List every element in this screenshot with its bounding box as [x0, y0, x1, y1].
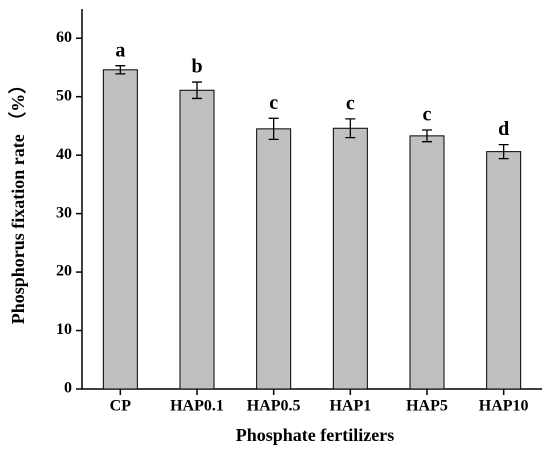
bar [409, 135, 445, 390]
significance-letter: a [115, 39, 125, 61]
x-tick-label: HAP0.1 [170, 398, 224, 415]
y-tick-label: 40 [56, 146, 72, 163]
x-tick-label: HAP1 [329, 398, 371, 415]
significance-letter: d [498, 118, 509, 140]
error-bar [268, 117, 279, 141]
error-bar [422, 129, 432, 143]
error-bar [115, 65, 126, 75]
bar [179, 89, 215, 390]
bar [256, 128, 292, 390]
y-tick-label: 0 [64, 380, 72, 397]
bar [332, 127, 368, 390]
y-tick-label: 60 [56, 29, 72, 46]
error-bar [345, 118, 356, 139]
y-tick-label: 10 [56, 321, 72, 338]
x-tick-label: HAP5 [406, 398, 448, 415]
significance-letter: b [191, 56, 202, 78]
x-axis-title: Phosphate fertilizers [236, 425, 394, 445]
y-tick-label: 50 [56, 87, 72, 104]
error-bar [498, 143, 509, 160]
significance-letter: c [423, 104, 432, 126]
significance-letter: c [346, 93, 355, 115]
y-tick-label: 30 [56, 204, 72, 221]
bar [102, 69, 138, 390]
x-tick-label: HAP10 [479, 398, 529, 415]
y-tick-label: 20 [56, 263, 72, 280]
error-bar [192, 81, 202, 100]
significance-letter: c [269, 92, 278, 114]
y-axis-title: Phosphorus fixation rate （%） [8, 76, 28, 325]
x-tick-label: CP [110, 398, 132, 415]
bar [486, 151, 522, 390]
x-tick-label: HAP0.5 [247, 398, 301, 415]
